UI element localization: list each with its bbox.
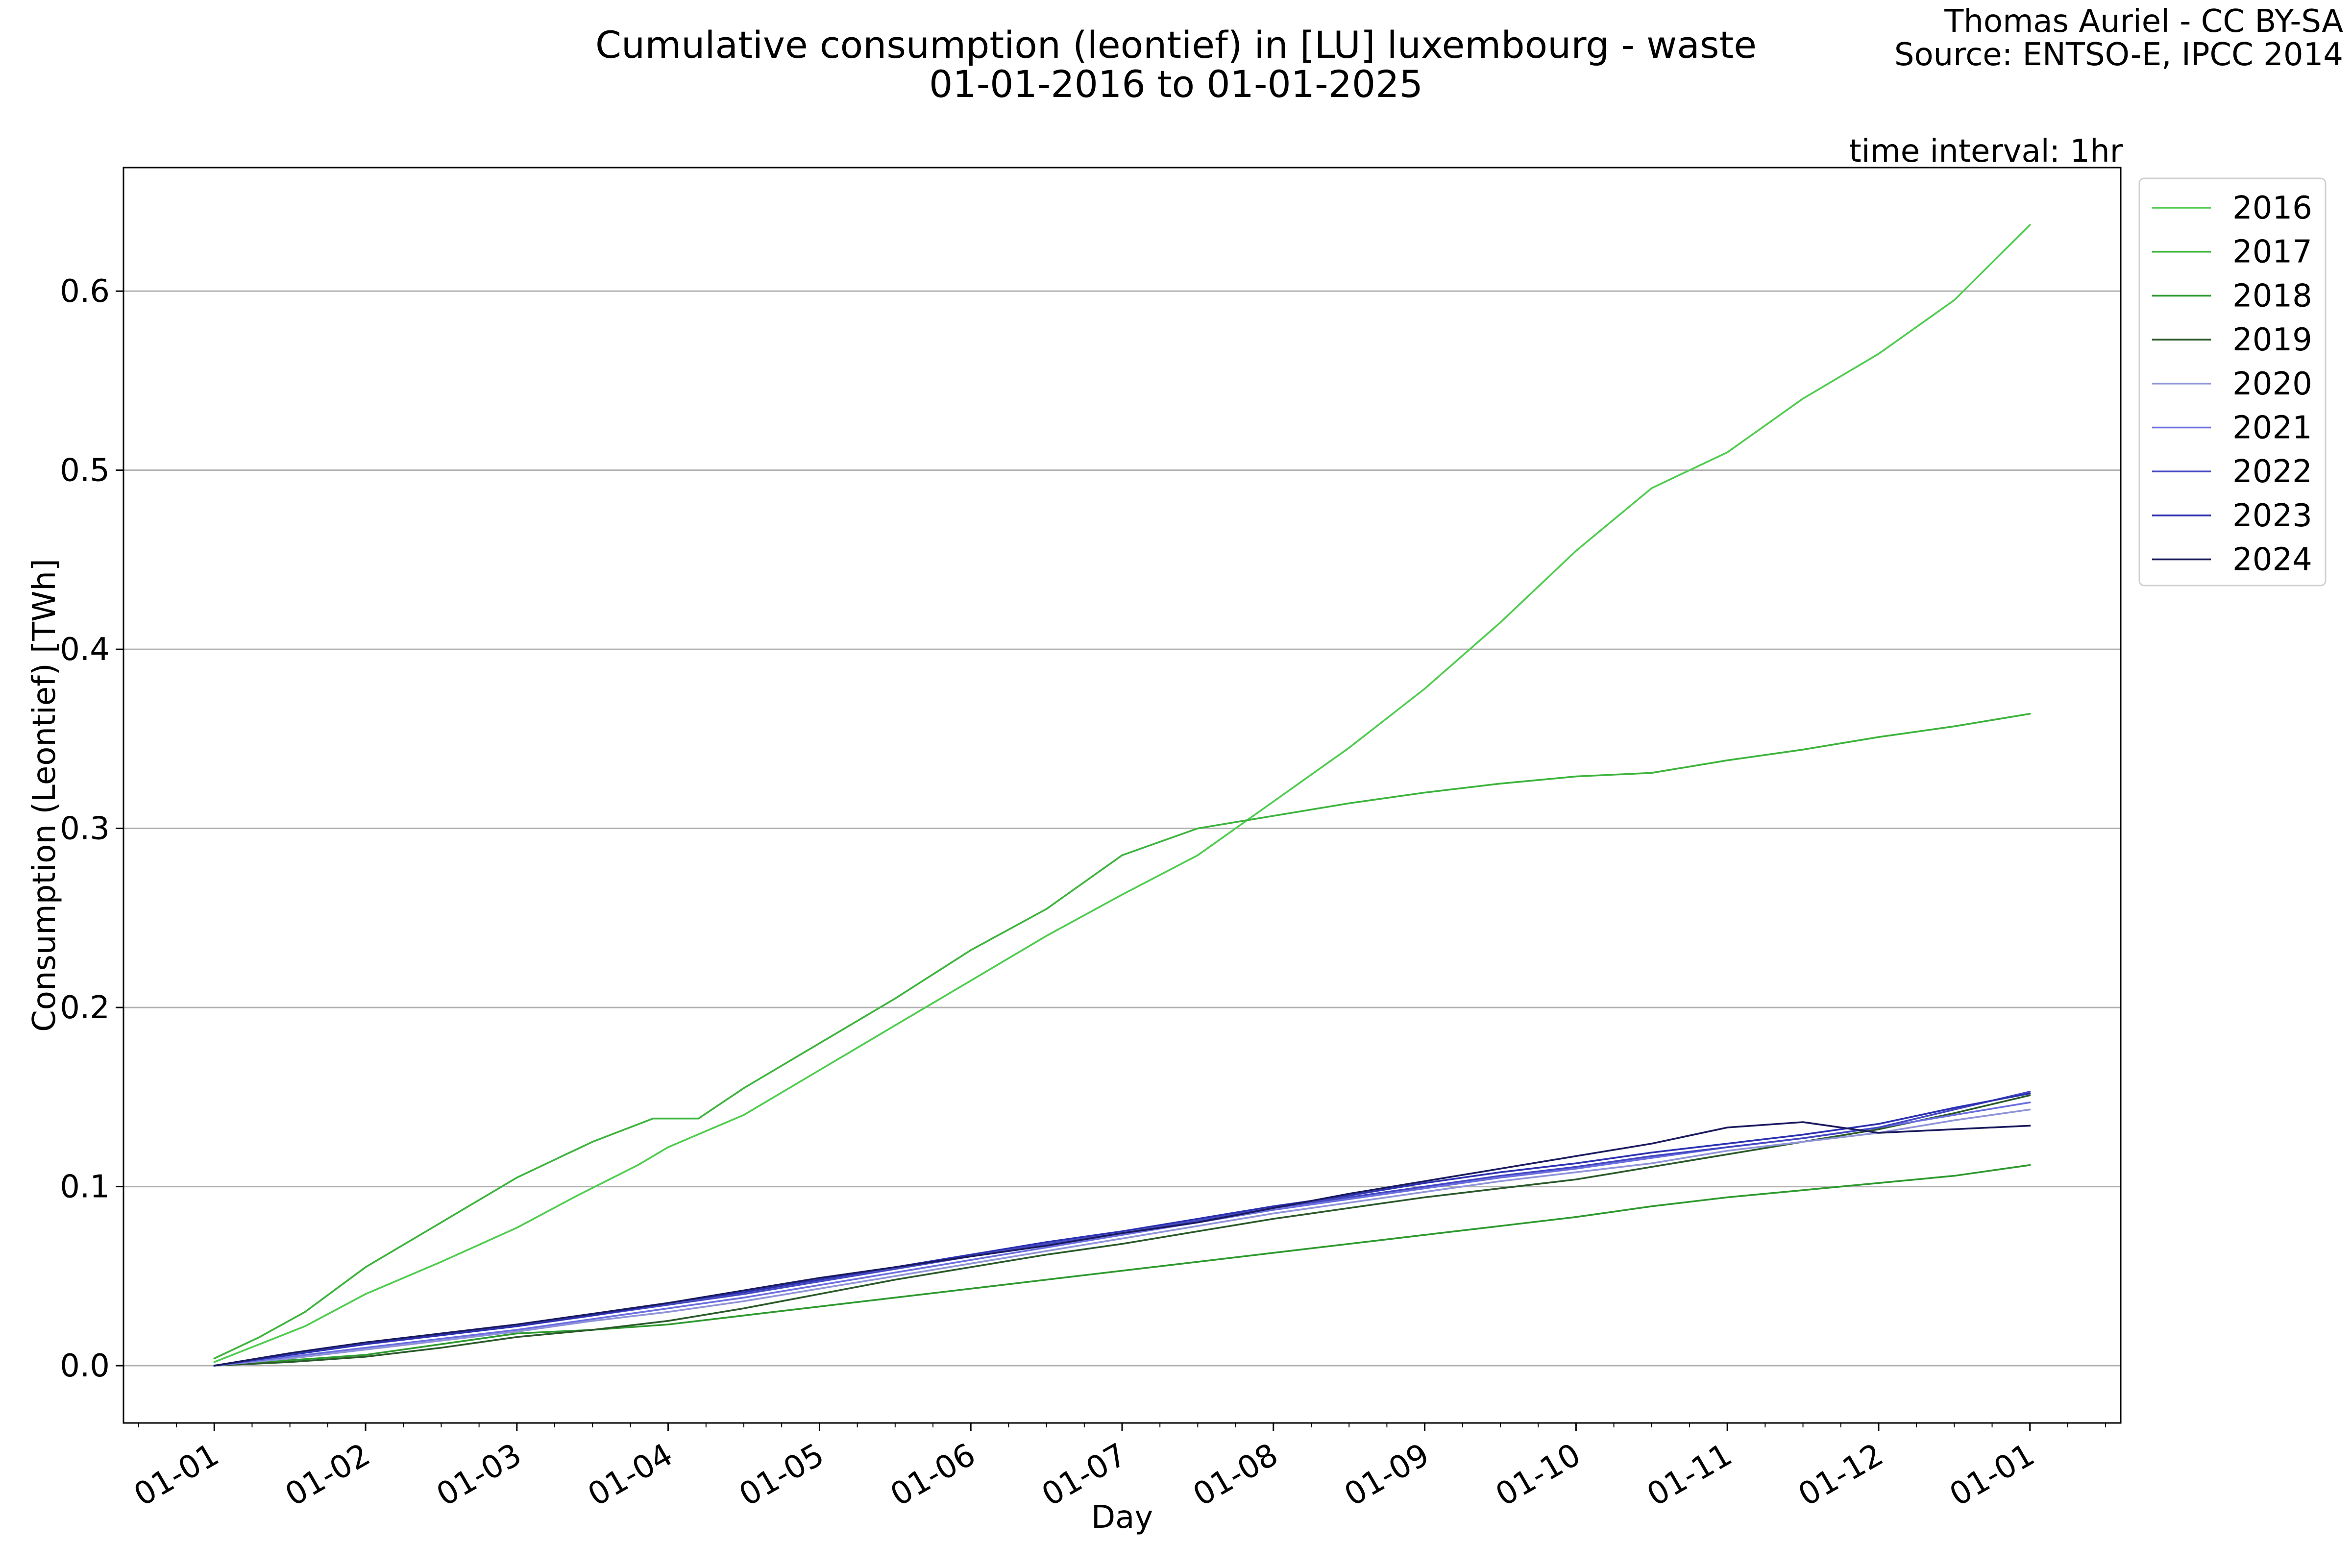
y-tick-label: 0.5 bbox=[60, 453, 110, 489]
legend-label: 2018 bbox=[2232, 278, 2312, 314]
series-line-2019 bbox=[213, 1094, 2031, 1367]
x-tick-label: 01-03 bbox=[431, 1437, 528, 1514]
series-line-2024 bbox=[213, 1121, 2031, 1367]
y-tick-label: 0.1 bbox=[60, 1169, 110, 1205]
time-interval-annotation: time interval: 1hr bbox=[1849, 133, 2123, 170]
ticks: 0.0 0.1 0.2 0.3 0.4 0.5 0.6 01-01 01-02 01-03 01-0… bbox=[60, 273, 2107, 1514]
y-tick-label: 0.6 bbox=[60, 273, 110, 310]
y-axis-label: Consumption (Leontief) [TWh] bbox=[26, 559, 63, 1032]
x-tick-label: 01-06 bbox=[884, 1437, 981, 1514]
chart-title: Cumulative consumption (leontief) in [LU… bbox=[595, 23, 1757, 67]
x-tick-label: 01-11 bbox=[1641, 1437, 1738, 1514]
x-tick-label: 01-10 bbox=[1490, 1437, 1587, 1514]
credit-source: Source: ENTSO-E, IPCC 2014 bbox=[1894, 37, 2343, 73]
legend-label: 2023 bbox=[2232, 498, 2312, 534]
series-line-2022 bbox=[213, 1091, 2031, 1367]
x-tick-label: 01-09 bbox=[1339, 1437, 1436, 1514]
series-line-2023 bbox=[213, 1092, 2031, 1367]
x-tick-label: 01-05 bbox=[733, 1437, 830, 1514]
series-line-2017 bbox=[213, 712, 2031, 1360]
x-tick-label: 01-01 bbox=[1944, 1437, 2041, 1514]
y-tick-label: 0.0 bbox=[60, 1348, 110, 1384]
series-lines bbox=[213, 224, 2031, 1367]
y-tick-label: 0.4 bbox=[60, 632, 110, 668]
chart-subtitle: 01-01-2016 to 01-01-2025 bbox=[929, 62, 1423, 106]
y-tick-label: 0.2 bbox=[60, 990, 110, 1026]
legend-box bbox=[2138, 177, 2327, 587]
legend-label: 2019 bbox=[2232, 322, 2312, 358]
x-tick-label: 01-01 bbox=[128, 1437, 225, 1514]
x-tick-label: 01-12 bbox=[1792, 1437, 1889, 1514]
credit-author: Thomas Auriel - CC BY-SA bbox=[1944, 3, 2343, 40]
grid bbox=[123, 290, 2121, 1367]
legend-label: 2017 bbox=[2232, 234, 2312, 270]
y-tick-label: 0.3 bbox=[60, 811, 110, 847]
legend-label: 2016 bbox=[2232, 190, 2312, 226]
legend-label: 2024 bbox=[2232, 542, 2312, 578]
series-line-2020 bbox=[213, 1108, 2031, 1367]
x-tick-label: 01-02 bbox=[279, 1437, 376, 1514]
legend-label: 2020 bbox=[2232, 366, 2312, 402]
legend-label: 2022 bbox=[2232, 454, 2312, 490]
x-tick-label: 01-08 bbox=[1187, 1437, 1284, 1514]
legend-label: 2021 bbox=[2232, 410, 2312, 446]
series-line-2016 bbox=[213, 224, 2031, 1363]
legend: 2016 2017 2018 2019 2020 2021 2022 2023 2024 bbox=[2138, 177, 2327, 587]
x-axis-label: Day bbox=[1091, 1499, 1153, 1536]
x-tick-label: 01-04 bbox=[582, 1437, 679, 1514]
series-line-2018 bbox=[213, 1164, 2031, 1367]
